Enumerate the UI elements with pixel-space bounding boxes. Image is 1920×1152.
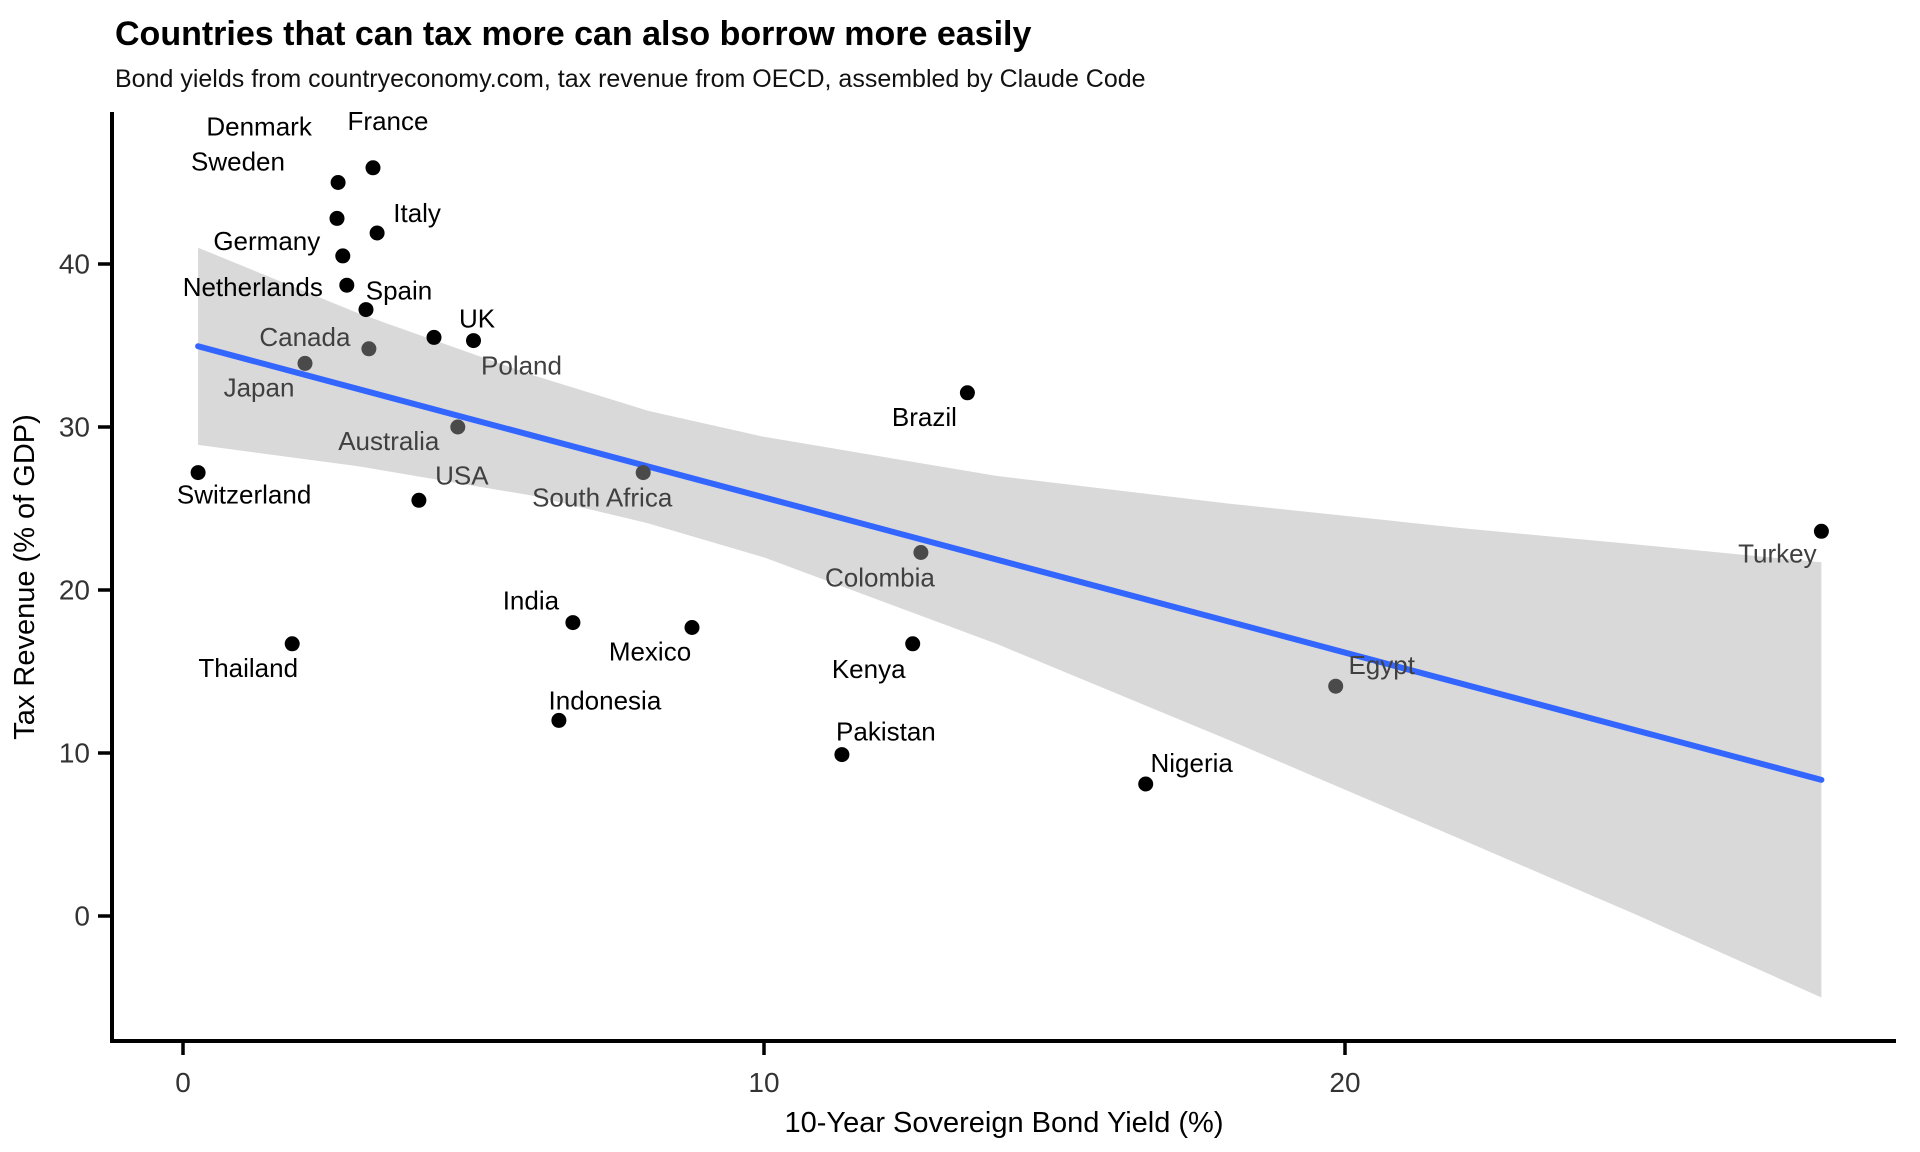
scatter-point-uk bbox=[426, 329, 442, 345]
chart-subtitle: Bond yields from countryeconomy.com, tax… bbox=[115, 65, 1146, 93]
points-layer bbox=[190, 160, 1829, 792]
scatter-point-south-africa bbox=[635, 465, 651, 481]
y-tick-label-30: 30 bbox=[59, 412, 90, 443]
scatter-point-france bbox=[365, 160, 381, 176]
country-label-nigeria: Nigeria bbox=[1151, 748, 1234, 778]
scatter-point-poland bbox=[466, 333, 481, 349]
scatter-point-egypt bbox=[1328, 678, 1344, 694]
country-label-egypt: Egypt bbox=[1348, 650, 1415, 680]
country-label-turkey: Turkey bbox=[1738, 538, 1817, 568]
scatter-point-nigeria bbox=[1138, 776, 1154, 792]
country-label-switzerland: Switzerland bbox=[177, 480, 311, 510]
scatter-point-japan bbox=[297, 355, 313, 371]
x-tick-label-10: 10 bbox=[748, 1067, 779, 1098]
y-axis-title: Tax Revenue (% of GDP) bbox=[9, 414, 41, 740]
x-tick-label-20: 20 bbox=[1329, 1067, 1360, 1098]
country-label-germany: Germany bbox=[213, 226, 320, 256]
scatter-point-colombia bbox=[913, 545, 929, 560]
trend-line bbox=[195, 343, 1825, 783]
scatter-point-germany bbox=[335, 248, 351, 264]
scatter-point-pakistan bbox=[834, 747, 850, 763]
scatter-point-brazil bbox=[959, 385, 975, 401]
chart-title: Countries that can tax more can also bor… bbox=[115, 15, 1031, 53]
scatter-point-indonesia bbox=[551, 712, 567, 728]
scatter-point-denmark bbox=[330, 175, 346, 190]
y-tick-label-40: 40 bbox=[59, 249, 90, 280]
y-tick-label-10: 10 bbox=[59, 738, 90, 769]
scatter-point-usa bbox=[411, 492, 427, 508]
scatter-point-australia bbox=[450, 419, 466, 435]
x-ticks-layer: 0 10 20 bbox=[175, 1041, 1361, 1098]
country-label-canada: Canada bbox=[259, 322, 351, 352]
country-label-japan: Japan bbox=[224, 372, 295, 402]
country-label-denmark: Denmark bbox=[206, 112, 312, 142]
country-label-usa: USA bbox=[435, 460, 489, 490]
country-label-thailand: Thailand bbox=[198, 653, 298, 683]
y-ticks-layer: 0 10 20 30 40 bbox=[59, 249, 112, 932]
scatter-point-switzerland bbox=[190, 465, 206, 481]
y-tick-label-0: 0 bbox=[74, 901, 90, 932]
scatter-point-sweden bbox=[329, 210, 345, 226]
scatter-point-canada bbox=[361, 341, 377, 357]
x-tick-label-0: 0 bbox=[175, 1067, 191, 1098]
country-label-brazil: Brazil bbox=[892, 402, 957, 432]
country-label-pakistan: Pakistan bbox=[836, 717, 936, 747]
scatter-point-italy bbox=[369, 225, 385, 241]
country-label-kenya: Kenya bbox=[832, 654, 906, 684]
scatter-point-mexico bbox=[684, 620, 700, 635]
country-label-colombia: Colombia bbox=[825, 563, 935, 593]
country-label-uk: UK bbox=[459, 303, 496, 333]
country-label-spain: Spain bbox=[366, 276, 433, 306]
x-axis-title: 10-Year Sovereign Bond Yield (%) bbox=[784, 1107, 1223, 1139]
country-label-mexico: Mexico bbox=[609, 637, 691, 667]
scatter-point-turkey bbox=[1813, 523, 1829, 539]
country-label-south-africa: South Africa bbox=[532, 483, 673, 513]
scatter-point-thailand bbox=[284, 636, 300, 652]
y-tick-label-20: 20 bbox=[59, 575, 90, 606]
labels-layer: France Denmark Sweden Italy Germany Netherlan… bbox=[177, 106, 1817, 778]
country-label-italy: Italy bbox=[393, 198, 441, 228]
scatter-point-india bbox=[565, 615, 581, 631]
scatter-point-spain bbox=[358, 302, 374, 318]
scatter-point-netherlands bbox=[339, 277, 355, 293]
country-label-australia: Australia bbox=[338, 426, 440, 456]
country-label-netherlands: Netherlands bbox=[183, 272, 323, 302]
country-label-india: India bbox=[503, 586, 560, 616]
scatter-point-kenya bbox=[905, 636, 921, 652]
confidence-band bbox=[198, 247, 1822, 998]
country-label-sweden: Sweden bbox=[191, 146, 285, 176]
country-label-france: France bbox=[348, 106, 429, 136]
country-label-poland: Poland bbox=[481, 351, 562, 381]
country-label-indonesia: Indonesia bbox=[549, 685, 662, 715]
